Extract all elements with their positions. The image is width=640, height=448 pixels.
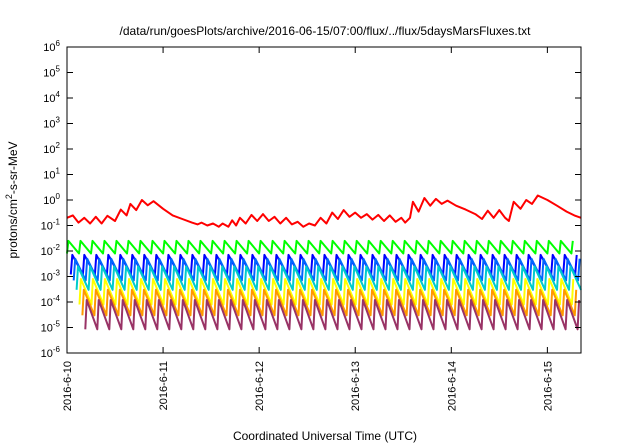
y-tick-label-base: 10 bbox=[43, 144, 55, 156]
y-tick-label: 106 bbox=[43, 39, 60, 54]
y-tick-label-base: 10 bbox=[41, 323, 53, 335]
plot-area bbox=[66, 194, 582, 331]
y-tick-label: 100 bbox=[43, 192, 60, 207]
y-tick-label: 10-4 bbox=[41, 294, 61, 309]
chart-title: /data/run/goesPlots/archive/2016-06-15/0… bbox=[120, 24, 532, 38]
y-tick-label-base: 10 bbox=[43, 170, 55, 182]
y-tick-label: 10-2 bbox=[41, 243, 61, 258]
y-tick-label-base: 10 bbox=[41, 221, 53, 233]
series-line bbox=[78, 278, 575, 306]
series-line bbox=[81, 288, 578, 317]
y-tick-label-base: 10 bbox=[43, 42, 55, 54]
y-tick-label: 10-6 bbox=[41, 345, 61, 360]
y-tick-label: 10-5 bbox=[41, 320, 61, 335]
y-tick-label-exponent: 2 bbox=[56, 141, 61, 150]
y-tick-label: 102 bbox=[43, 141, 60, 156]
series-line bbox=[66, 239, 574, 255]
y-tick-label: 104 bbox=[43, 90, 60, 105]
series-line bbox=[72, 257, 581, 282]
y-tick-label-exponent: -3 bbox=[53, 269, 61, 278]
y-tick-label: 103 bbox=[43, 116, 60, 131]
y-tick-label: 10-1 bbox=[41, 218, 61, 233]
y-tick-label: 101 bbox=[43, 167, 60, 182]
x-tick-label: 2016-6-14 bbox=[446, 361, 458, 411]
y-tick-label-exponent: 1 bbox=[56, 167, 61, 176]
series-line bbox=[84, 299, 581, 331]
y-tick-label-base: 10 bbox=[43, 68, 55, 80]
y-tick-label-exponent: 3 bbox=[56, 116, 61, 125]
y-tick-label-exponent: -1 bbox=[53, 218, 61, 227]
y-axis-label: protons/cm2-s-sr-MeV bbox=[4, 141, 20, 258]
x-axis-label: Coordinated Universal Time (UTC) bbox=[233, 429, 417, 443]
x-axis: 2016-6-10 2016-6-11 2016-6-12 2016-6-13 2016… bbox=[62, 47, 554, 411]
series-line bbox=[69, 253, 578, 276]
y-axis-label-suffix: -s-sr-MeV bbox=[6, 141, 20, 194]
series-line bbox=[66, 194, 582, 228]
y-tick-label-exponent: 5 bbox=[56, 65, 61, 74]
y-tick-label-exponent: -4 bbox=[53, 294, 61, 303]
y-tick-label-exponent: -5 bbox=[53, 320, 61, 329]
y-tick-label-base: 10 bbox=[43, 93, 55, 105]
y-tick-label-exponent: 6 bbox=[56, 39, 61, 48]
y-tick-label-base: 10 bbox=[41, 297, 53, 309]
y-tick-label-exponent: -2 bbox=[53, 243, 61, 252]
y-tick-label-base: 10 bbox=[41, 246, 53, 258]
y-axis: 10-610-510-410-310-210-11001011021031041… bbox=[41, 39, 581, 360]
y-axis-label-superscript: 2 bbox=[4, 194, 14, 199]
x-tick-label: 2016-6-10 bbox=[62, 361, 74, 411]
y-tick-label-exponent: -6 bbox=[53, 345, 61, 354]
y-tick-label-base: 10 bbox=[41, 272, 53, 284]
x-tick-label: 2016-6-13 bbox=[350, 361, 362, 411]
y-tick-label-exponent: 0 bbox=[56, 192, 61, 201]
x-tick-label: 2016-6-12 bbox=[254, 361, 266, 411]
x-tick-label: 2016-6-15 bbox=[542, 361, 554, 411]
y-tick-label-base: 10 bbox=[41, 348, 53, 360]
y-tick-label: 10-3 bbox=[41, 269, 61, 284]
y-axis-label-text: protons/cm bbox=[6, 199, 20, 258]
y-tick-label-exponent: 4 bbox=[56, 90, 61, 99]
series-line bbox=[75, 265, 582, 291]
plot-frame bbox=[66, 46, 582, 354]
y-tick-label-base: 10 bbox=[43, 195, 55, 207]
y-tick-label: 105 bbox=[43, 65, 60, 80]
y-tick-label-base: 10 bbox=[43, 119, 55, 131]
x-tick-label: 2016-6-11 bbox=[158, 361, 170, 410]
